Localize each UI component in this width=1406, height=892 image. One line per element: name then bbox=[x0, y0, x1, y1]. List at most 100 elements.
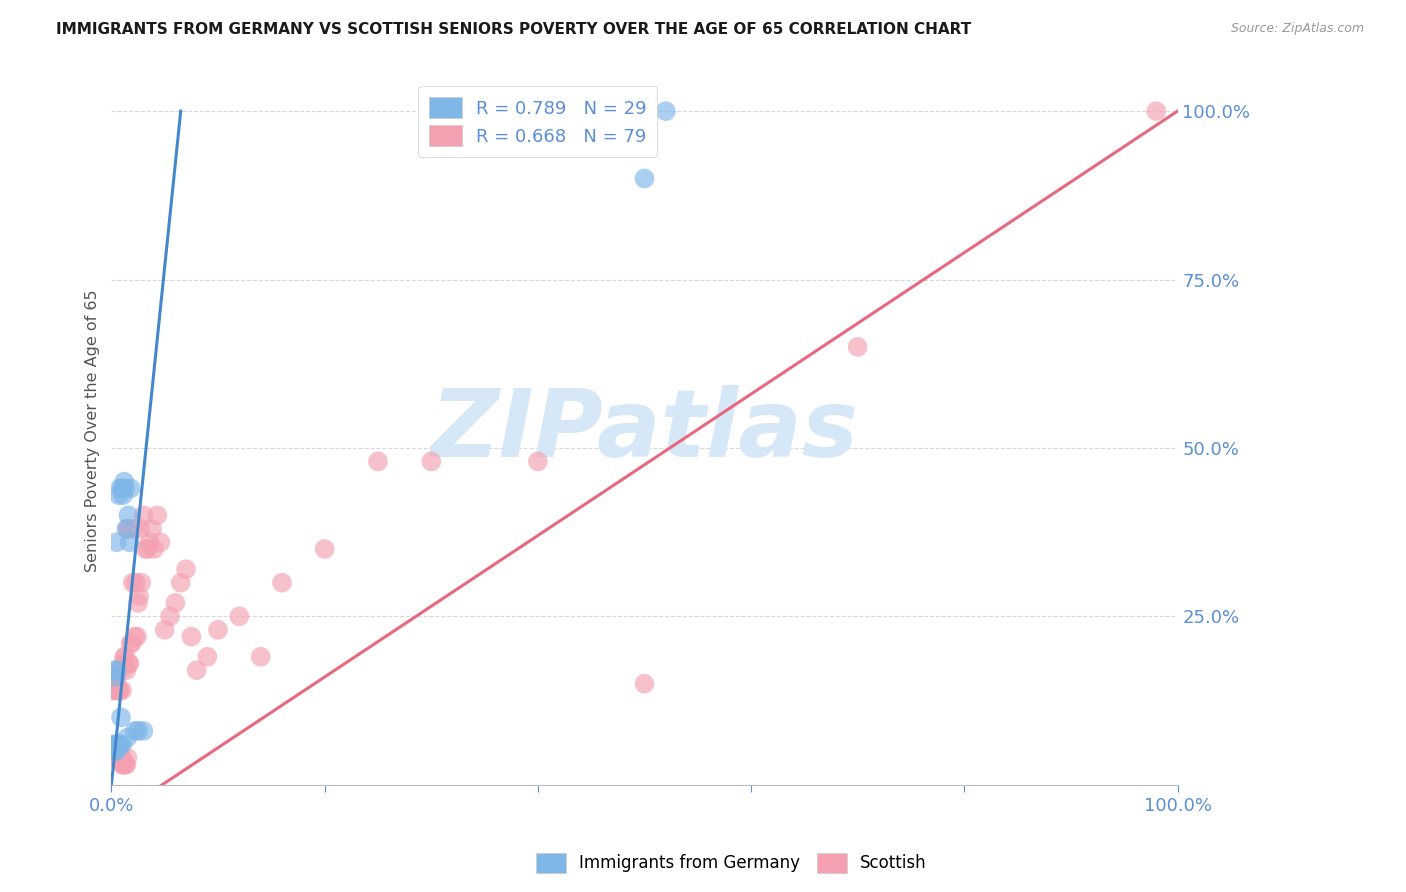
Point bbox=[117, 731, 139, 745]
Point bbox=[107, 751, 129, 765]
Point bbox=[207, 623, 229, 637]
Point bbox=[633, 171, 655, 186]
Point bbox=[118, 522, 141, 536]
Point bbox=[121, 575, 143, 590]
Point bbox=[136, 541, 159, 556]
Point bbox=[108, 744, 131, 758]
Point bbox=[124, 630, 146, 644]
Point bbox=[104, 737, 127, 751]
Point bbox=[195, 649, 218, 664]
Point bbox=[103, 737, 125, 751]
Point bbox=[146, 508, 169, 523]
Point bbox=[367, 454, 389, 468]
Point bbox=[103, 744, 125, 758]
Point bbox=[115, 522, 138, 536]
Point bbox=[122, 522, 145, 536]
Point bbox=[129, 575, 152, 590]
Point bbox=[108, 488, 131, 502]
Text: ZIPatlas: ZIPatlas bbox=[430, 385, 859, 477]
Point bbox=[107, 751, 129, 765]
Point bbox=[104, 670, 127, 684]
Point bbox=[104, 663, 127, 677]
Point bbox=[108, 683, 131, 698]
Point bbox=[117, 751, 139, 765]
Point bbox=[110, 751, 132, 765]
Point bbox=[129, 522, 152, 536]
Point bbox=[314, 541, 336, 556]
Point bbox=[117, 657, 139, 671]
Point bbox=[186, 663, 208, 677]
Point bbox=[105, 751, 128, 765]
Point bbox=[114, 757, 136, 772]
Point bbox=[107, 683, 129, 698]
Point bbox=[1144, 104, 1167, 119]
Point bbox=[112, 757, 135, 772]
Point bbox=[141, 522, 163, 536]
Point bbox=[633, 676, 655, 690]
Point bbox=[121, 636, 143, 650]
Point bbox=[117, 522, 139, 536]
Point bbox=[110, 663, 132, 677]
Point bbox=[149, 535, 172, 549]
Point bbox=[128, 589, 150, 603]
Point bbox=[104, 751, 127, 765]
Point bbox=[124, 723, 146, 738]
Point bbox=[655, 104, 678, 119]
Point bbox=[110, 710, 132, 724]
Point bbox=[111, 737, 134, 751]
Point bbox=[420, 454, 443, 468]
Point bbox=[118, 657, 141, 671]
Point bbox=[117, 522, 139, 536]
Text: Source: ZipAtlas.com: Source: ZipAtlas.com bbox=[1230, 22, 1364, 36]
Point bbox=[108, 683, 131, 698]
Point bbox=[127, 596, 149, 610]
Text: IMMIGRANTS FROM GERMANY VS SCOTTISH SENIORS POVERTY OVER THE AGE OF 65 CORRELATI: IMMIGRANTS FROM GERMANY VS SCOTTISH SENI… bbox=[56, 22, 972, 37]
Point bbox=[132, 723, 155, 738]
Point bbox=[120, 481, 142, 495]
Point bbox=[103, 670, 125, 684]
Point bbox=[527, 454, 550, 468]
Point bbox=[105, 744, 128, 758]
Point bbox=[108, 737, 131, 751]
Legend: R = 0.789   N = 29, R = 0.668   N = 79: R = 0.789 N = 29, R = 0.668 N = 79 bbox=[418, 87, 658, 157]
Point bbox=[112, 649, 135, 664]
Point bbox=[111, 683, 134, 698]
Point bbox=[125, 630, 148, 644]
Point bbox=[117, 508, 139, 523]
Point bbox=[143, 541, 166, 556]
Point bbox=[108, 751, 131, 765]
Point bbox=[271, 575, 294, 590]
Point bbox=[108, 751, 131, 765]
Point bbox=[115, 757, 138, 772]
Point bbox=[104, 670, 127, 684]
Point bbox=[105, 676, 128, 690]
Point bbox=[108, 751, 131, 765]
Point bbox=[112, 488, 135, 502]
Point bbox=[127, 723, 149, 738]
Point bbox=[180, 630, 202, 644]
Point bbox=[170, 575, 193, 590]
Point bbox=[105, 751, 128, 765]
Point bbox=[174, 562, 197, 576]
Point bbox=[135, 541, 157, 556]
Point bbox=[112, 475, 135, 489]
Point bbox=[112, 657, 135, 671]
Point bbox=[110, 751, 132, 765]
Point bbox=[108, 737, 131, 751]
Point bbox=[125, 575, 148, 590]
Point bbox=[165, 596, 187, 610]
Point bbox=[159, 609, 181, 624]
Legend: Immigrants from Germany, Scottish: Immigrants from Germany, Scottish bbox=[529, 847, 934, 880]
Point bbox=[104, 683, 127, 698]
Point bbox=[846, 340, 869, 354]
Point bbox=[118, 535, 141, 549]
Point bbox=[114, 649, 136, 664]
Point bbox=[104, 676, 127, 690]
Point bbox=[101, 683, 124, 698]
Point bbox=[111, 757, 134, 772]
Point bbox=[108, 481, 131, 495]
Point bbox=[104, 744, 127, 758]
Point bbox=[111, 751, 134, 765]
Point bbox=[139, 535, 162, 549]
Point bbox=[153, 623, 176, 637]
